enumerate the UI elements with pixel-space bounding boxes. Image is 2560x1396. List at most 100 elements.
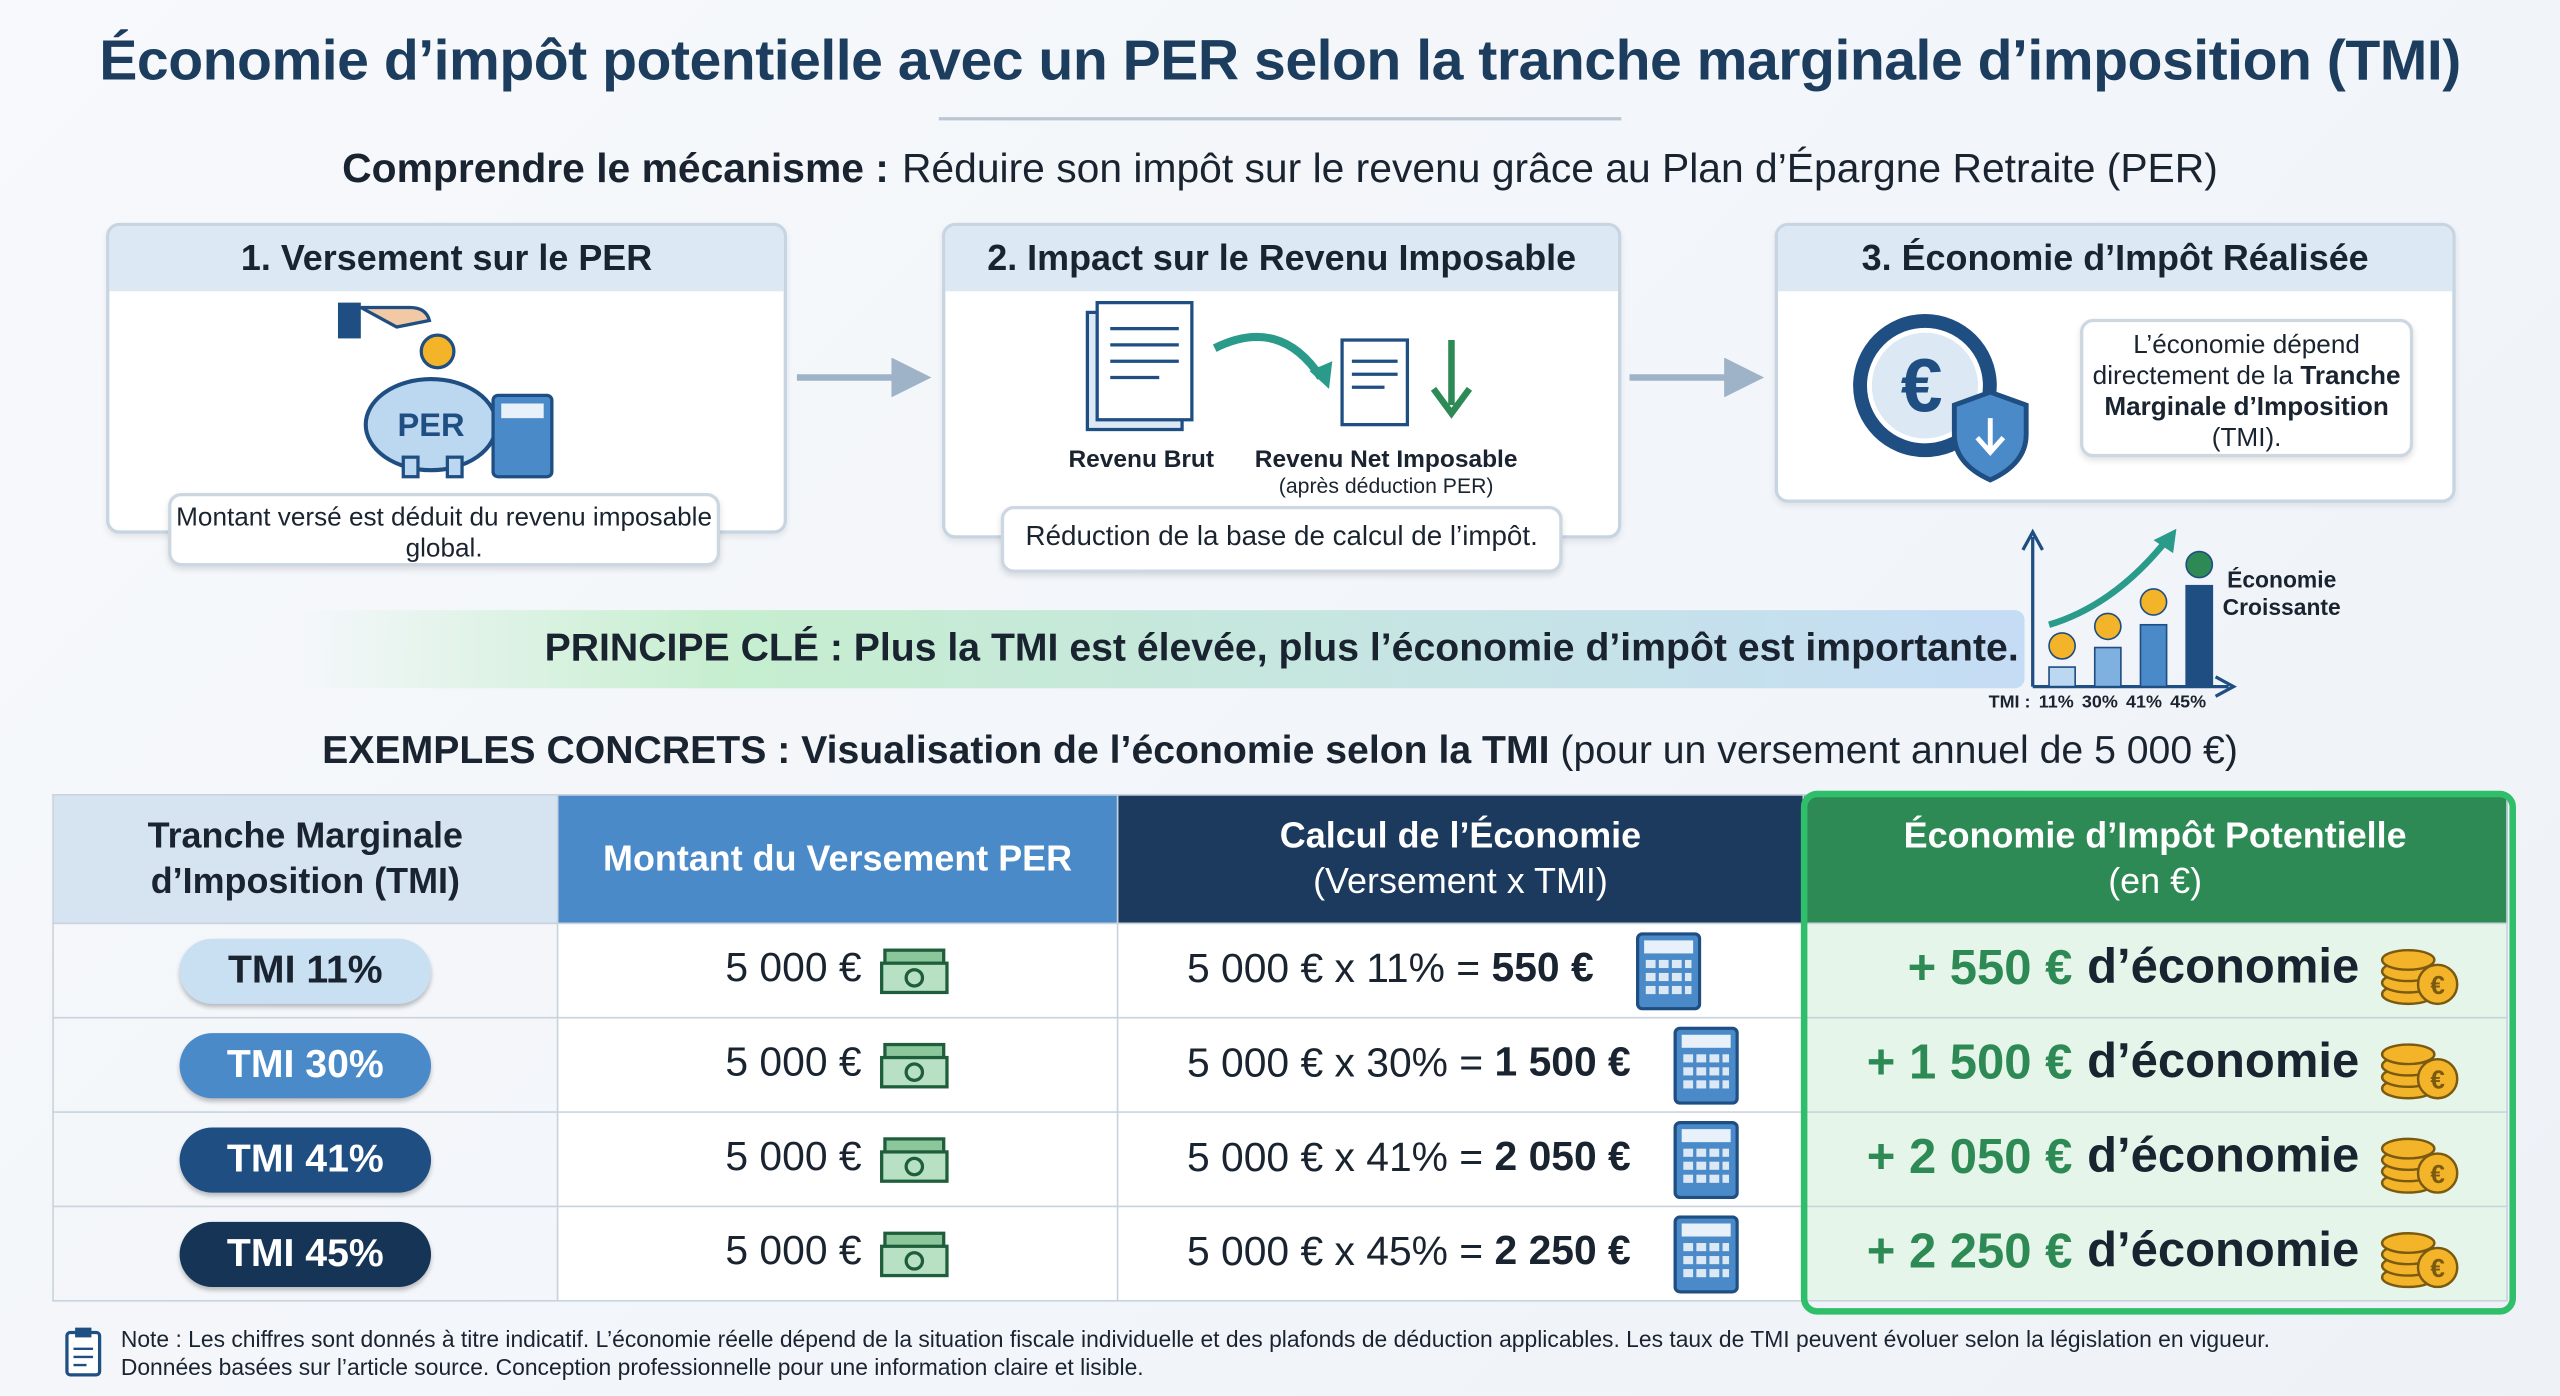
- column-header: Économie d’Impôt Potentielle (en €): [1802, 793, 2508, 925]
- coins-icon: €: [2380, 1231, 2459, 1288]
- note: Note : Les chiffres sont donnés à titre …: [121, 1326, 2270, 1381]
- label-gross: Revenu Brut: [1068, 445, 1215, 474]
- tmi-cell: TMI 41%: [52, 1111, 559, 1208]
- mini-axis-category: 41%: [2125, 693, 2162, 713]
- tmi-pill: TMI 11%: [179, 937, 432, 1004]
- saving-amount: + 1 500 €: [1866, 1035, 2073, 1090]
- calc-result: 550 €: [1491, 945, 1594, 992]
- tmi-pill: TMI 45%: [179, 1221, 432, 1287]
- saving-amount: + 2 250 €: [1866, 1224, 2073, 1278]
- income-icon: [1085, 300, 1473, 432]
- amount-cell: 5 000 €: [556, 1111, 1119, 1208]
- note-line: Données basées sur l’article source. Con…: [120, 1353, 1144, 1380]
- step-title: 1. Versement sur le PER: [109, 226, 784, 292]
- header-line: (Versement x TMI): [1313, 860, 1608, 902]
- calc-formula: 5 000 € x 30% =: [1186, 1039, 1484, 1086]
- tmi-cell: TMI 30%: [52, 1016, 559, 1113]
- divider: [938, 117, 1622, 121]
- svg-text:€: €: [2430, 1064, 2445, 1094]
- cash-icon: [879, 1136, 949, 1183]
- examples-table: Tranche Marginale d’Imposition (TMI) Monta…: [52, 793, 2508, 1302]
- saving-word: d’économie: [2087, 1035, 2360, 1090]
- calculator-icon: [1673, 1214, 1739, 1293]
- saving-word: d’économie: [2087, 1129, 2360, 1184]
- svg-text:€: €: [1901, 344, 1943, 428]
- calc-cell: 5 000 € x 45% = 2 250 €: [1116, 1205, 1805, 1302]
- step-text: L’économie dépend directement de la Tran…: [2080, 318, 2414, 458]
- calculator-icon: [1636, 931, 1702, 1010]
- euro-shield-icon: €: [1853, 314, 2029, 483]
- subtitle-lead: Comprendre le mécanisme :: [342, 146, 889, 192]
- amount-cell: 5 000 €: [556, 922, 1119, 1019]
- principle-band: [293, 610, 2025, 689]
- svg-text:€: €: [2430, 1252, 2445, 1282]
- amount: 5 000 €: [725, 1228, 862, 1275]
- coins-icon: €: [2380, 948, 2459, 1005]
- step-text-bold: Tranche Marginale d’Imposition: [2104, 362, 2401, 422]
- calc-formula: 5 000 € x 11% =: [1186, 945, 1481, 992]
- tmi-pill: TMI 41%: [179, 1126, 432, 1192]
- table-row: TMI 41% 5 000 €5 000 € x 41% = 2 050 € + 2 …: [52, 1111, 2508, 1208]
- calc-result: 1 500 €: [1494, 1039, 1631, 1086]
- table-body: TMI 11% 5 000 €5 000 € x 11% = 550 € + 550 …: [52, 922, 2508, 1302]
- calc-formula: 5 000 € x 45% =: [1186, 1228, 1484, 1275]
- header-line: Tranche Marginale: [147, 815, 464, 856]
- step-caption: Réduction de la base de calcul de l’impô…: [1000, 505, 1563, 573]
- title: Économie d’impôt potentielle avec un PER…: [99, 29, 2461, 93]
- mini-axis-category: 11%: [2038, 693, 2074, 713]
- step-card: 2. Impact sur le Revenu Imposable Revenu…: [942, 222, 1622, 539]
- header-row: Tranche Marginale d’Imposition (TMI) Monta…: [52, 793, 2508, 925]
- header-line: Montant du Versement PER: [603, 837, 1073, 879]
- subtitle-text: Réduire son impôt sur le revenu grâce au…: [901, 146, 2218, 192]
- svg-text:€: €: [2430, 969, 2445, 999]
- examples-lead: EXEMPLES CONCRETS :: [322, 728, 791, 773]
- step-text-end: (TMI).: [2211, 424, 2282, 453]
- calc-result: 2 050 €: [1494, 1134, 1631, 1180]
- amount: 5 000 €: [725, 1134, 862, 1181]
- tmi-pill: TMI 30%: [179, 1032, 432, 1098]
- step-card: 1. Versement sur le PER PER: [106, 222, 787, 534]
- cash-icon: [879, 1231, 949, 1277]
- calc-formula: 5 000 € x 41% =: [1186, 1134, 1484, 1180]
- note-icon: [65, 1327, 102, 1377]
- cash-icon: [879, 1042, 949, 1088]
- mini-axis-category: 30%: [2081, 693, 2118, 713]
- calc-cell: 5 000 € x 30% = 1 500 €: [1116, 1016, 1805, 1113]
- saving-amount: + 550 €: [1907, 941, 2073, 995]
- mini-axis-category: 45%: [2170, 693, 2207, 713]
- label-net-sub: (après déduction PER): [1278, 473, 1494, 498]
- calc-cell: 5 000 € x 11% = 550 €: [1116, 922, 1805, 1019]
- column-header: Montant du Versement PER: [556, 793, 1119, 925]
- label-net: Revenu Net Imposable: [1254, 445, 1518, 474]
- saving-cell: + 1 500 € d’économie €: [1802, 1016, 2508, 1113]
- mini-chart-title: Économie Croissante: [2222, 566, 2341, 620]
- calc-result: 2 250 €: [1494, 1228, 1631, 1275]
- saving-word: d’économie: [2087, 941, 2360, 995]
- step-title: 2. Impact sur le Revenu Imposable: [945, 226, 1619, 292]
- amount: 5 000 €: [725, 1040, 862, 1086]
- tmi-cell: TMI 11%: [52, 922, 559, 1019]
- header-line: (en €): [2108, 860, 2203, 902]
- header-line: d’Imposition (TMI): [150, 860, 460, 902]
- amount: 5 000 €: [725, 945, 862, 992]
- note-line: Note : Les chiffres sont donnés à titre …: [120, 1326, 2270, 1353]
- piggy-icon: PER: [337, 302, 554, 479]
- saving-word: d’économie: [2087, 1224, 2360, 1278]
- header-line: Calcul de l’Économie: [1279, 815, 1642, 856]
- svg-text:€: €: [2430, 1158, 2445, 1188]
- table-row: TMI 45% 5 000 € 5 000 € x 45% = 2 250 € + 2 …: [52, 1205, 2508, 1302]
- mini-chart-axis: TMI : 11% 30% 41% 45%: [1989, 693, 2206, 713]
- calculator-icon: [1673, 1025, 1739, 1104]
- column-header: Tranche Marginale d’Imposition (TMI): [52, 793, 559, 925]
- flow-arrow: [796, 357, 932, 397]
- step-card: 3. Économie d’Impôt Réalisée € L’économi…: [1774, 222, 2456, 503]
- mini-axis-label: TMI :: [1988, 693, 2031, 713]
- principle: PRINCIPE CLÉ : Plus la TMI est élevée, p…: [544, 626, 2019, 671]
- header-line: Économie d’Impôt Potentielle: [1903, 815, 2407, 856]
- column-header: Calcul de l’Économie (Versement x TMI): [1116, 793, 1805, 925]
- cash-icon: [879, 948, 949, 994]
- piggy-label: PER: [397, 406, 464, 443]
- saving-cell: + 550 € d’économie €: [1802, 922, 2508, 1019]
